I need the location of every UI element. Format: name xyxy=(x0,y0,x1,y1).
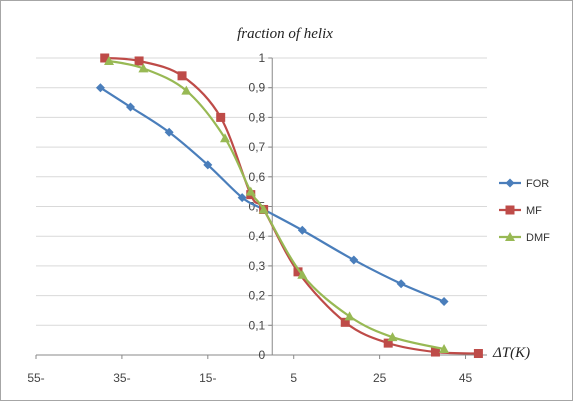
series-dmf xyxy=(104,55,450,354)
data-point-mf xyxy=(430,347,440,357)
legend-swatch-marker xyxy=(505,178,515,188)
data-point-for xyxy=(396,279,406,289)
data-point-for xyxy=(164,127,174,137)
data-point-for xyxy=(439,297,449,307)
data-point-mf xyxy=(340,317,350,327)
data-point-for xyxy=(203,160,213,170)
data-point-dmf xyxy=(104,55,115,65)
x-tick-label: 15- xyxy=(199,371,216,385)
data-point-dmf xyxy=(297,269,308,279)
x-tick-labels: 55- 35- 15- 5 25 45 xyxy=(27,371,472,385)
chart-title: fraction of helix xyxy=(237,26,333,42)
data-point-dmf xyxy=(258,204,269,214)
legend: FOR MF DMF xyxy=(499,178,550,244)
x-axis-label: ΔT(K) xyxy=(492,345,530,361)
data-point-mf xyxy=(177,71,187,81)
series-lines xyxy=(95,53,483,359)
y-tick-label: 0,9 xyxy=(249,81,266,95)
y-tick-label: 0,1 xyxy=(249,318,266,332)
data-point-dmf xyxy=(245,186,256,196)
data-point-dmf xyxy=(219,133,230,143)
series-line-mf xyxy=(104,56,479,355)
legend-item-dmf: DMF xyxy=(499,232,550,244)
y-tick-labels: 00,10,20,30,40,50,60,70,80,91 xyxy=(249,51,266,362)
data-point-for xyxy=(297,225,307,235)
data-point-mf xyxy=(473,349,483,359)
data-point-for xyxy=(349,255,359,265)
data-point-dmf xyxy=(181,85,192,95)
data-point-for xyxy=(237,193,247,203)
data-point-mf xyxy=(293,267,303,277)
x-tick-label: 55- xyxy=(27,371,44,385)
x-tick-label: 35- xyxy=(113,371,130,385)
data-point-for xyxy=(125,102,135,112)
series-line-dmf xyxy=(108,59,445,351)
data-point-mf xyxy=(134,56,144,66)
y-tick-label: 0,4 xyxy=(249,229,266,243)
y-tick-label: 0,2 xyxy=(249,289,266,303)
legend-label: FOR xyxy=(526,178,549,190)
data-point-dmf xyxy=(439,344,450,354)
data-point-mf xyxy=(383,338,393,348)
x-tick-label: 25 xyxy=(373,371,387,385)
y-tick-label: 0,6 xyxy=(249,170,266,184)
x-tick-label: 5 xyxy=(290,371,297,385)
legend-item-mf: MF xyxy=(499,205,542,217)
y-tick-label: 0 xyxy=(259,348,266,362)
data-point-mf xyxy=(216,112,226,122)
data-point-dmf xyxy=(387,332,398,342)
series-line-for xyxy=(99,86,445,303)
data-point-mf xyxy=(100,53,110,63)
legend-swatch-marker xyxy=(505,205,515,215)
series-mf xyxy=(100,53,483,359)
data-point-dmf xyxy=(138,63,149,73)
axes xyxy=(35,57,487,359)
data-point-dmf xyxy=(344,311,355,321)
legend-item-for: FOR xyxy=(499,178,549,190)
x-tick-label: 45 xyxy=(459,371,473,385)
y-tick-label: 0,3 xyxy=(249,259,266,273)
legend-label: DMF xyxy=(526,232,550,244)
y-tick-label: 0,8 xyxy=(249,110,266,124)
legend-label: MF xyxy=(526,205,542,217)
data-point-for xyxy=(95,83,105,93)
y-tick-label: 1 xyxy=(259,51,266,65)
legend-swatch-marker xyxy=(505,232,515,241)
y-tick-label: 0,7 xyxy=(249,140,266,154)
